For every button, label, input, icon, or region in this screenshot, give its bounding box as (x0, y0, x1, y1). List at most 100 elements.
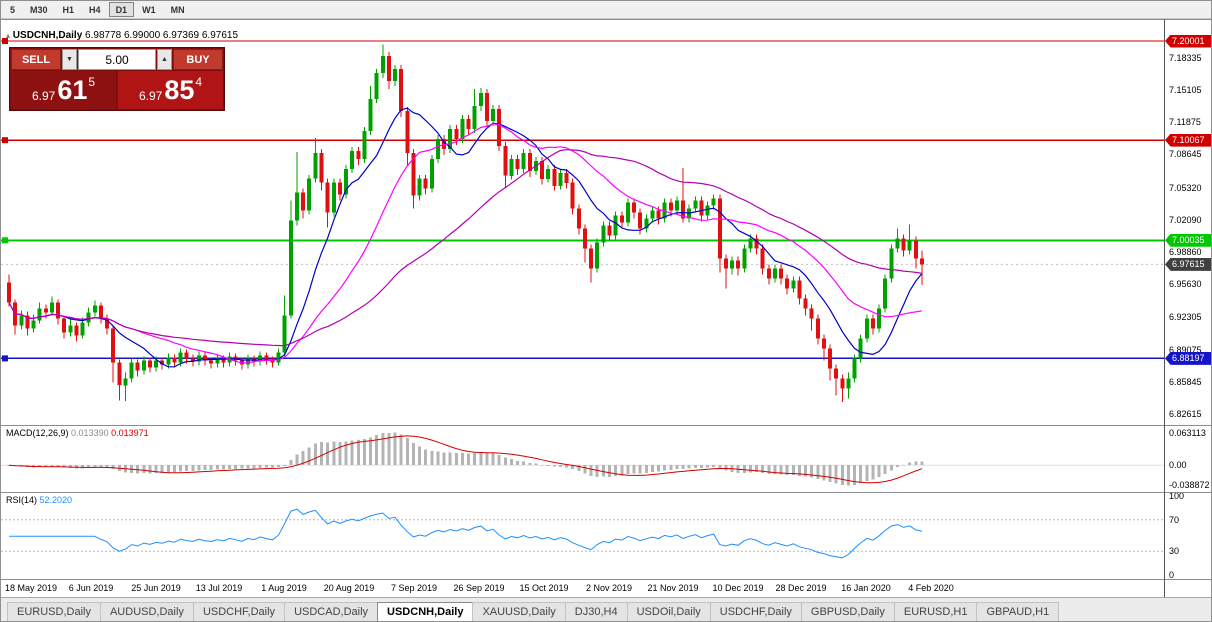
lot-decrease-button[interactable]: ▼ (62, 49, 77, 70)
date-label: 15 Oct 2019 (519, 583, 569, 593)
time-axis[interactable]: 18 May 2019 6 Jun 2019 25 Jun 2019 13 Jul 2… (1, 579, 1164, 597)
chart-title: ▴ USDCNH,Daily 6.98778 6.99000 6.97369 6… (6, 30, 238, 41)
date-label: 18 May 2019 (4, 583, 58, 593)
sell-price-button[interactable]: 6.97 61 5 (11, 71, 116, 109)
timeframe-button-MN[interactable]: MN (164, 2, 192, 17)
date-label: 25 Jun 2019 (131, 583, 181, 593)
chart-tab-EURUSD-Daily[interactable]: EURUSD,Daily (7, 602, 101, 621)
price-tag: 6.88197 (1165, 351, 1211, 365)
chart-tab-USDCNH-Daily[interactable]: USDCNH,Daily (377, 602, 474, 621)
timeframe-button-5[interactable]: 5 (3, 2, 22, 17)
lot-size-input[interactable] (78, 49, 156, 70)
axis-label: 30 (1169, 546, 1180, 557)
axis-label: 6.98860 (1169, 246, 1202, 257)
main-chart-canvas[interactable] (1, 19, 1164, 425)
rsi-name: RSI(14) (6, 495, 38, 505)
rsi-value: 52.2020 (39, 495, 73, 505)
axis-label: 0.00 (1169, 460, 1187, 471)
timeframe-button-D1[interactable]: D1 (108, 2, 135, 17)
axis-label: -0.038872 (1169, 480, 1210, 491)
rsi-canvas[interactable] (1, 492, 1164, 579)
macd-main-value: 0.013390 (71, 428, 109, 438)
chart-tab-XAUUSD-Daily[interactable]: XAUUSD,Daily (472, 602, 566, 621)
axis-label: 6.85845 (1169, 376, 1202, 387)
sell-button[interactable]: SELL (11, 49, 61, 70)
macd-name: MACD(12,26,9) (6, 428, 69, 438)
macd-label: MACD(12,26,9) 0.013390 0.013971 (6, 428, 149, 438)
axis-label: 6.89075 (1169, 344, 1202, 355)
chart-tab-DJ30-H4[interactable]: DJ30,H4 (564, 602, 628, 621)
axis-label: 7.18335 (1169, 52, 1202, 63)
one-click-trading-panel: SELL ▼ ▲ BUY 6.97 61 5 6.97 85 4 (9, 47, 225, 111)
ask-price-pips: 85 (164, 75, 195, 105)
chart-high-value: 6.99000 (123, 30, 161, 41)
macd-panel: MACD(12,26,9) 0.013390 0.013971 (1, 425, 1164, 492)
macd-canvas[interactable] (1, 425, 1164, 492)
bid-price-point: 5 (88, 75, 96, 89)
date-label: 26 Sep 2019 (453, 583, 505, 593)
axis-label: 7.08645 (1169, 149, 1202, 160)
chart-tab-EURUSD-H1[interactable]: EURUSD,H1 (893, 602, 978, 621)
date-label: 13 Jul 2019 (195, 583, 243, 593)
chart-low-value: 6.97369 (162, 30, 200, 41)
timeframe-button-W1[interactable]: W1 (135, 2, 163, 17)
chart-marker-icon: ▴ (6, 31, 11, 40)
ask-price-prefix: 6.97 (138, 89, 163, 103)
date-label: 16 Jan 2020 (841, 583, 891, 593)
lot-increase-button[interactable]: ▲ (157, 49, 172, 70)
axis-label: 7.05320 (1169, 182, 1202, 193)
chart-tab-AUDUSD-Daily[interactable]: AUDUSD,Daily (99, 602, 194, 621)
bid-price-prefix: 6.97 (31, 89, 56, 103)
price-tag: 7.10067 (1165, 133, 1211, 147)
date-label: 4 Feb 2020 (908, 583, 954, 593)
time-axis-divider (1, 579, 1211, 580)
chart-tab-USDCHF-Daily[interactable]: USDCHF,Daily (709, 602, 802, 621)
timeframe-toolbar: 5 M30 H1 H4 D1 W1 MN (1, 1, 1211, 19)
chart-tab-GBPUSD-Daily[interactable]: GBPUSD,Daily (800, 602, 895, 621)
timeframe-button-H1[interactable]: H1 (56, 2, 82, 17)
axis-label: 0.063113 (1169, 427, 1206, 438)
trade-controls-row: SELL ▼ ▲ BUY (11, 49, 223, 70)
axis-label: 6.92305 (1169, 312, 1202, 323)
date-label: 6 Jun 2019 (68, 583, 114, 593)
chart-tab-USDOil-Daily[interactable]: USDOil,Daily (626, 602, 711, 621)
axis-label: 6.95630 (1169, 279, 1202, 290)
rsi-panel-divider[interactable] (1, 492, 1211, 493)
trade-prices-row: 6.97 61 5 6.97 85 4 (11, 71, 223, 109)
timeframe-button-M30[interactable]: M30 (23, 2, 55, 17)
axis-label: 70 (1169, 514, 1180, 525)
axis-label: 7.11875 (1169, 117, 1201, 128)
rsi-label: RSI(14) 52.2020 (6, 495, 72, 505)
axis-label: 7.02090 (1169, 214, 1202, 225)
macd-signal-value: 0.013971 (111, 428, 149, 438)
chart-close-value: 6.97615 (201, 30, 239, 41)
macd-panel-divider[interactable] (1, 425, 1211, 426)
chart-top-border (1, 19, 1211, 20)
chart-tabs-bar: EURUSD,Daily AUDUSD,Daily USDCHF,Daily USDC… (1, 597, 1211, 621)
date-label: 21 Nov 2019 (647, 583, 699, 593)
price-axis[interactable]: 7.18335 7.15105 7.11875 7.08645 7.05320 7.020… (1165, 19, 1211, 597)
buy-price-button[interactable]: 6.97 85 4 (118, 71, 223, 109)
axis-label: 6.82615 (1169, 409, 1202, 420)
chart-open-value: 6.98778 (85, 30, 122, 41)
chart-symbol: USDCNH,Daily (12, 30, 83, 41)
axis-label: 7.15105 (1169, 84, 1202, 95)
chart-tab-GBPAUD-H1[interactable]: GBPAUD,H1 (976, 602, 1060, 621)
bid-price-pips: 61 (57, 75, 88, 105)
date-label: 2 Nov 2019 (585, 583, 633, 593)
axis-label: 0 (1169, 570, 1175, 580)
chart-tab-USDCAD-Daily[interactable]: USDCAD,Daily (284, 602, 379, 621)
chart-tab-USDCHF-Daily[interactable]: USDCHF,Daily (192, 602, 286, 621)
ask-price-point: 4 (195, 75, 203, 89)
date-label: 1 Aug 2019 (261, 583, 307, 593)
date-label: 7 Sep 2019 (390, 583, 438, 593)
buy-button[interactable]: BUY (173, 49, 223, 70)
rsi-panel: RSI(14) 52.2020 (1, 492, 1164, 579)
price-tag: 7.00035 (1165, 233, 1211, 247)
price-tag: 6.97615 (1165, 257, 1211, 271)
date-label: 20 Aug 2019 (323, 583, 375, 593)
date-label: 28 Dec 2019 (775, 583, 827, 593)
timeframe-button-H4[interactable]: H4 (82, 2, 108, 17)
price-axis-border (1164, 19, 1165, 597)
